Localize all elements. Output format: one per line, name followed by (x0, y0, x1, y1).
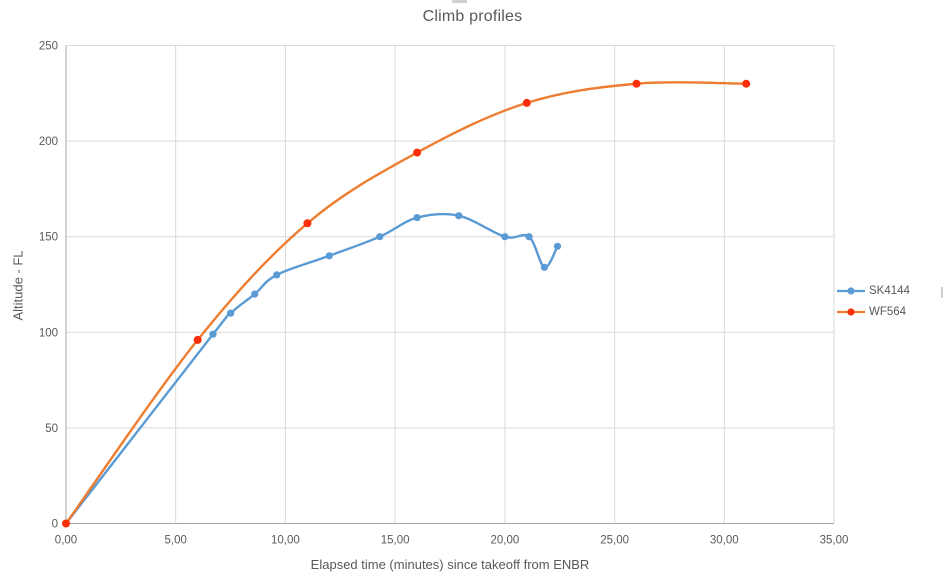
legend-swatch-SK4144 (837, 287, 865, 295)
data-point-SK4144-11[interactable] (540, 263, 549, 271)
series-line-SK4144[interactable] (64, 212, 559, 525)
data-point-SK4144-8[interactable] (455, 212, 463, 220)
data-point-SK4144-5[interactable] (325, 252, 333, 260)
x-tick-label-15: 15,00 (381, 535, 410, 547)
x-tick-label-20: 20,00 (491, 535, 520, 547)
legend-label-WF564: WF564 (869, 306, 907, 318)
legend-item-WF564[interactable]: WF564 (836, 306, 910, 318)
data-point-WF564-6[interactable] (742, 79, 751, 88)
legend-marker-icon (847, 308, 855, 316)
y-tick-label-50: 50 (45, 423, 58, 435)
x-tick-label-25: 25,00 (600, 535, 629, 547)
data-point-WF564-4[interactable] (522, 98, 531, 107)
screen-artifact-right (941, 287, 943, 298)
data-point-WF564-2[interactable] (303, 219, 312, 228)
data-point-SK4144-3[interactable] (251, 290, 259, 298)
legend: SK4144 WF564 (836, 285, 910, 318)
legend-swatch-WF564 (837, 308, 865, 316)
data-point-SK4144-4[interactable] (273, 271, 281, 279)
y-tick-label-100: 100 (39, 327, 58, 339)
x-tick-label-30: 30,00 (710, 535, 739, 547)
y-tick-label-250: 250 (39, 41, 58, 53)
legend-label-SK4144: SK4144 (869, 285, 910, 297)
data-point-WF564-3[interactable] (413, 148, 422, 157)
screen-artifact-top (452, 0, 467, 3)
x-tick-label-10: 10,00 (271, 535, 300, 547)
y-axis-title: Altitude - FL (10, 250, 26, 321)
data-point-SK4144-12[interactable] (553, 242, 562, 250)
data-point-SK4144-6[interactable] (376, 233, 384, 241)
y-tick-label-150: 150 (39, 232, 58, 244)
series-line-WF564[interactable] (64, 81, 748, 525)
data-point-WF564-0[interactable] (62, 519, 70, 528)
data-point-WF564-1[interactable] (193, 335, 202, 344)
data-point-SK4144-2[interactable] (227, 309, 235, 317)
x-tick-label-0: 0,00 (55, 535, 77, 547)
chart-title[interactable]: Climb profiles (422, 8, 523, 25)
x-tick-label-35: 35,00 (820, 535, 849, 547)
data-point-WF564-5[interactable] (632, 79, 641, 88)
y-tick-label-200: 200 (39, 136, 58, 148)
legend-marker-icon (847, 287, 855, 295)
y-tick-label-0: 0 (52, 519, 58, 531)
data-point-SK4144-9[interactable] (501, 233, 509, 241)
x-tick-label-5: 5,00 (165, 535, 187, 547)
legend-item-SK4144[interactable]: SK4144 (836, 285, 910, 297)
x-axis-title: Elapsed time (minutes) since takeoff fro… (310, 557, 590, 572)
data-point-SK4144-10[interactable] (525, 233, 533, 241)
data-point-SK4144-1[interactable] (209, 330, 217, 338)
data-point-SK4144-7[interactable] (413, 214, 421, 222)
